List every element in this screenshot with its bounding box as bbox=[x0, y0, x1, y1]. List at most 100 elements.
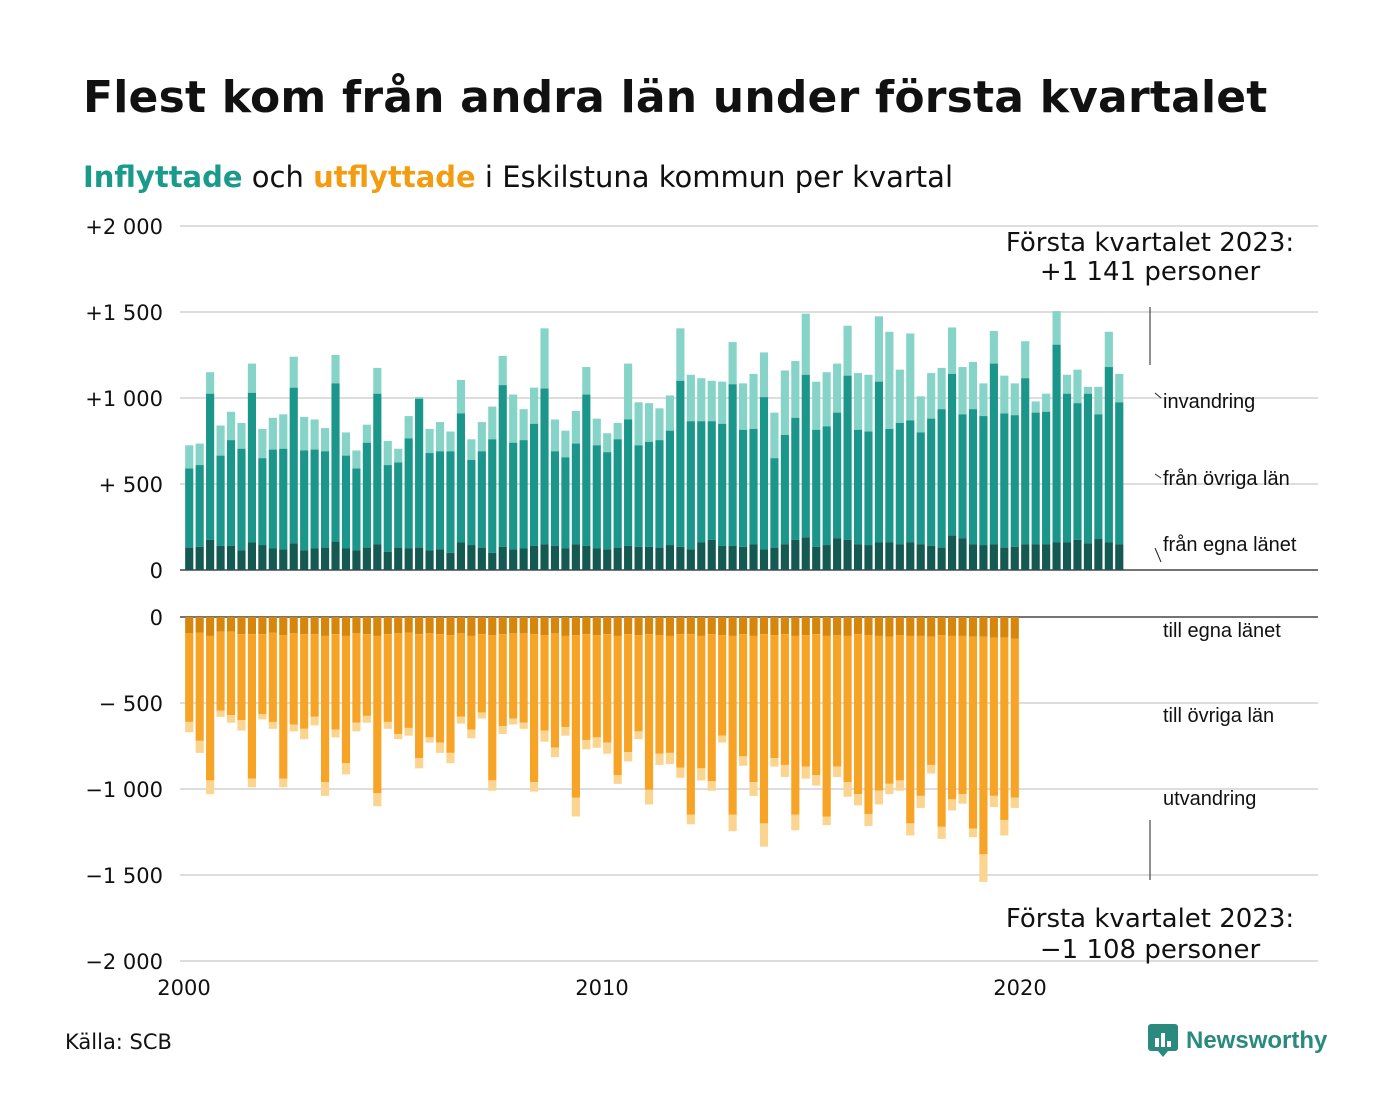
bar-fran-egna-lanet bbox=[310, 548, 319, 570]
bar-invandring bbox=[435, 422, 445, 452]
bar-fran-egna-lanet bbox=[676, 546, 685, 570]
bar-till-egna-lanet bbox=[906, 617, 915, 636]
bar-till-egna-lanet bbox=[644, 617, 654, 635]
bar-utvandring bbox=[927, 764, 936, 774]
bar-fran-egna-lanet bbox=[195, 546, 204, 570]
bar-fran-ovriga-lan bbox=[874, 381, 884, 543]
bar-fran-ovriga-lan bbox=[686, 421, 695, 550]
bar-till-egna-lanet bbox=[833, 617, 842, 636]
bar-invandring bbox=[1042, 393, 1051, 412]
bar-fran-ovriga-lan bbox=[603, 452, 612, 550]
bar-fran-egna-lanet bbox=[1042, 544, 1051, 570]
bar-till-egna-lanet bbox=[989, 617, 998, 638]
bar-fran-ovriga-lan bbox=[958, 414, 967, 539]
bar-invandring bbox=[320, 428, 330, 452]
bar-utvandring bbox=[906, 823, 915, 836]
bar-fran-ovriga-lan bbox=[1010, 415, 1019, 547]
bar-till-ovriga-lan bbox=[300, 634, 309, 729]
bar-invandring bbox=[216, 425, 225, 456]
bar-invandring bbox=[738, 383, 748, 430]
bar-till-egna-lanet bbox=[237, 617, 246, 635]
bar-fran-ovriga-lan bbox=[582, 394, 591, 546]
bar-invandring bbox=[185, 445, 194, 469]
bar-till-egna-lanet bbox=[310, 617, 319, 635]
bar-till-egna-lanet bbox=[425, 617, 434, 634]
bar-invandring bbox=[822, 372, 831, 427]
bar-utvandring bbox=[467, 729, 476, 739]
bar-till-egna-lanet bbox=[519, 617, 528, 634]
bar-till-ovriga-lan bbox=[237, 634, 246, 721]
bar-invandring bbox=[206, 372, 215, 394]
bar-till-egna-lanet bbox=[383, 617, 392, 635]
bar-fran-egna-lanet bbox=[665, 545, 675, 570]
bar-till-egna-lanet bbox=[540, 617, 549, 636]
bar-utvandring bbox=[571, 797, 580, 817]
bar-fran-ovriga-lan bbox=[989, 363, 998, 545]
bar-fran-ovriga-lan bbox=[822, 426, 831, 546]
bar-utvandring bbox=[341, 763, 351, 775]
bar-till-ovriga-lan bbox=[833, 635, 842, 767]
bar-invandring bbox=[1010, 383, 1019, 416]
bar-fran-egna-lanet bbox=[289, 543, 298, 570]
bar-fran-ovriga-lan bbox=[728, 384, 737, 546]
bar-invandring bbox=[331, 355, 340, 384]
bar-fran-ovriga-lan bbox=[1042, 411, 1051, 545]
bar-till-egna-lanet bbox=[373, 617, 382, 636]
bar-till-egna-lanet bbox=[874, 617, 884, 636]
bar-fran-egna-lanet bbox=[592, 548, 601, 570]
bar-till-ovriga-lan bbox=[320, 635, 330, 783]
bar-till-ovriga-lan bbox=[749, 635, 758, 783]
bar-utvandring bbox=[603, 742, 612, 754]
bar-fran-egna-lanet bbox=[509, 549, 518, 570]
bar-utvandring bbox=[529, 782, 539, 792]
bar-till-ovriga-lan bbox=[968, 636, 978, 829]
y-tick-label: +1 500 bbox=[85, 301, 163, 325]
bar-till-ovriga-lan bbox=[697, 635, 706, 769]
bar-till-egna-lanet bbox=[352, 617, 361, 634]
bar-fran-egna-lanet bbox=[958, 538, 967, 570]
bar-fran-egna-lanet bbox=[759, 549, 769, 570]
bar-till-ovriga-lan bbox=[425, 633, 434, 738]
bar-fran-egna-lanet bbox=[947, 535, 957, 570]
x-tick-label: 2020 bbox=[993, 976, 1046, 1000]
bar-fran-egna-lanet bbox=[707, 539, 716, 570]
bar-till-egna-lanet bbox=[300, 617, 309, 635]
bar-utvandring bbox=[1000, 819, 1009, 836]
source-note: Källa: SCB bbox=[65, 1030, 172, 1054]
bar-till-ovriga-lan bbox=[383, 634, 392, 722]
bar-till-ovriga-lan bbox=[206, 635, 215, 781]
bar-till-ovriga-lan bbox=[415, 634, 424, 759]
bar-till-egna-lanet bbox=[686, 617, 695, 635]
bar-invandring bbox=[603, 433, 612, 453]
bar-utvandring bbox=[916, 795, 925, 808]
bar-till-egna-lanet bbox=[697, 617, 706, 636]
out-bars bbox=[185, 617, 1019, 882]
bar-till-ovriga-lan bbox=[394, 633, 403, 734]
bar-fran-ovriga-lan bbox=[571, 443, 580, 545]
bar-utvandring bbox=[206, 780, 215, 795]
bar-fran-ovriga-lan bbox=[383, 465, 392, 552]
bar-utvandring bbox=[456, 716, 466, 724]
bar-fran-ovriga-lan bbox=[791, 417, 800, 540]
series-label-tick bbox=[1154, 473, 1162, 479]
bar-invandring bbox=[362, 424, 371, 443]
y-tick-label: −1 500 bbox=[85, 864, 163, 888]
bar-utvandring bbox=[216, 710, 225, 717]
bar-fran-egna-lanet bbox=[1000, 547, 1009, 570]
series-label: från egna länet bbox=[1163, 534, 1297, 556]
bar-invandring bbox=[780, 370, 789, 435]
bar-fran-ovriga-lan bbox=[373, 393, 382, 545]
bar-utvandring bbox=[895, 780, 904, 791]
annotation-top-line2: +1 141 personer bbox=[1040, 257, 1261, 287]
bar-fran-ovriga-lan bbox=[1115, 402, 1124, 545]
bar-fran-ovriga-lan bbox=[498, 385, 507, 547]
bar-till-egna-lanet bbox=[341, 617, 351, 636]
bar-fran-ovriga-lan bbox=[853, 429, 863, 545]
bar-till-ovriga-lan bbox=[728, 635, 737, 815]
bar-fran-egna-lanet bbox=[1062, 542, 1072, 570]
bar-till-egna-lanet bbox=[624, 617, 633, 635]
bar-fran-egna-lanet bbox=[1104, 542, 1113, 570]
bar-till-ovriga-lan bbox=[655, 635, 664, 754]
bar-till-ovriga-lan bbox=[341, 635, 351, 764]
bar-fran-egna-lanet bbox=[937, 547, 946, 570]
